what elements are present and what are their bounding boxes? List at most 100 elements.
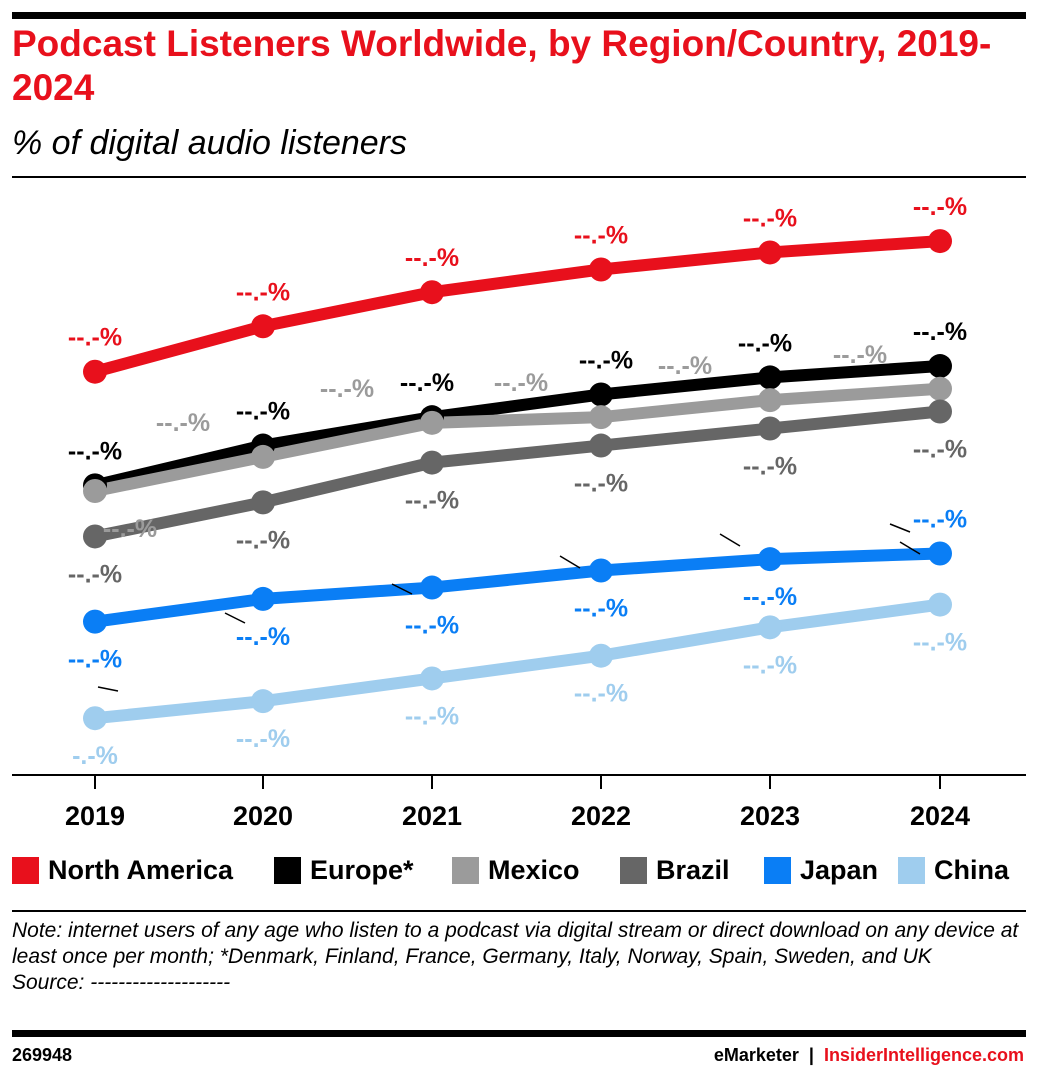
point-japan-2021 bbox=[420, 575, 444, 600]
legend-label-brazil: Brazil bbox=[656, 854, 730, 885]
legend-swatch-brazil bbox=[620, 856, 647, 884]
leader-mexico-2019 bbox=[97, 686, 119, 692]
leader-europe-2023 bbox=[719, 533, 741, 547]
point-china-2019 bbox=[83, 706, 107, 731]
data-label-japan-2023: --.-% bbox=[743, 583, 797, 611]
point-brazil-2019 bbox=[83, 524, 107, 549]
source-text: Source: -------------------- bbox=[12, 971, 231, 994]
brand-name: eMarketer bbox=[713, 1045, 799, 1065]
point-china-2023 bbox=[758, 615, 782, 640]
point-europe-2024 bbox=[928, 354, 952, 379]
point-north-america-2019 bbox=[83, 359, 107, 384]
data-label-japan-2021: --.-% bbox=[405, 612, 459, 640]
footer-brand: eMarketer | InsiderIntelligence.com bbox=[714, 1045, 1024, 1066]
data-label-china-2020: --.-% bbox=[236, 725, 290, 753]
x-tick-label-2023: 2023 bbox=[740, 801, 800, 831]
point-brazil-2023 bbox=[758, 416, 782, 441]
point-mexico-2019 bbox=[83, 479, 107, 503]
series-line-china bbox=[89, 598, 946, 725]
data-label-mexico-2024: --.-% bbox=[833, 341, 887, 369]
point-japan-2019 bbox=[83, 609, 107, 634]
data-label-north-america-2019: --.-% bbox=[68, 324, 122, 352]
data-label-brazil-2022: --.-% bbox=[574, 470, 628, 498]
brand-site-link[interactable]: InsiderIntelligence.com bbox=[823, 1045, 1024, 1065]
data-label-brazil-2024: --.-% bbox=[913, 435, 967, 463]
legend: North America Europe* Mexico Brazil Japan Chi… bbox=[12, 850, 1032, 890]
data-label-china-2022: --.-% bbox=[574, 680, 628, 708]
point-japan-2020 bbox=[251, 586, 275, 611]
point-north-america-2022 bbox=[589, 257, 613, 282]
series-line-brazil bbox=[89, 405, 946, 543]
chart-id: 269948 bbox=[12, 1045, 73, 1065]
chart-subtitle: % of digital audio listeners bbox=[12, 124, 408, 162]
data-label-north-america-2023: --.-% bbox=[743, 204, 797, 232]
legend-item-europe: Europe* bbox=[274, 850, 414, 890]
point-europe-2022 bbox=[589, 382, 613, 407]
brand-separator: | bbox=[808, 1045, 814, 1065]
data-label-europe-2021: --.-% bbox=[400, 369, 454, 397]
data-label-china-2021: --.-% bbox=[405, 702, 459, 730]
data-label-mexico-2022: --.-% bbox=[494, 369, 548, 397]
point-japan-2024 bbox=[928, 541, 952, 566]
note-block: Note: internet users of any age who list… bbox=[12, 918, 1022, 996]
point-north-america-2024 bbox=[928, 229, 952, 254]
data-label-europe-2023: --.-% bbox=[738, 329, 792, 357]
legend-item-china: China bbox=[898, 850, 1009, 890]
data-labels: --.-% --.-% --.-% --.-% --.-% --.-% --.-% --.-%… bbox=[68, 193, 967, 770]
data-label-china-2024: --.-% bbox=[913, 629, 967, 657]
point-japan-2023 bbox=[758, 547, 782, 572]
point-china-2020 bbox=[251, 689, 275, 714]
point-mexico-2022 bbox=[589, 405, 613, 430]
point-brazil-2021 bbox=[420, 450, 444, 475]
footer-rule bbox=[12, 1030, 1026, 1037]
data-label-europe-2024: --.-% bbox=[913, 318, 967, 346]
point-brazil-2024 bbox=[928, 399, 952, 424]
point-mexico-2023 bbox=[758, 388, 782, 413]
series-points bbox=[83, 229, 952, 731]
point-north-america-2023 bbox=[758, 240, 782, 265]
point-mexico-2021 bbox=[420, 410, 444, 435]
series-lines bbox=[89, 235, 946, 725]
series-line-mexico bbox=[89, 382, 946, 497]
point-brazil-2022 bbox=[589, 433, 613, 458]
data-label-europe-2022: --.-% bbox=[579, 346, 633, 374]
data-label-mexico-2023: --.-% bbox=[658, 352, 712, 380]
x-tick-label-2019: 2019 bbox=[65, 801, 125, 831]
legend-label-mexico: Mexico bbox=[488, 854, 580, 885]
data-label-north-america-2024: --.-% bbox=[913, 193, 967, 221]
data-label-japan-2022: --.-% bbox=[574, 595, 628, 623]
subtitle-rule bbox=[12, 176, 1026, 178]
note-rule bbox=[12, 910, 1026, 912]
data-label-japan-2020: --.-% bbox=[236, 623, 290, 651]
leader-europe-2022 bbox=[559, 555, 581, 569]
legend-item-japan: Japan bbox=[764, 850, 878, 890]
legend-item-north-america: North America bbox=[12, 850, 233, 890]
chart-title: Podcast Listeners Worldwide, by Region/C… bbox=[12, 23, 992, 108]
legend-label-china: China bbox=[934, 854, 1010, 885]
x-axis-labels: 2019 2020 2021 2022 2023 2024 bbox=[65, 801, 970, 831]
data-label-europe-2020: --.-% bbox=[236, 398, 290, 426]
data-label-mexico-2019: --.-% bbox=[103, 515, 157, 543]
data-label-mexico-2020: --.-% bbox=[156, 409, 210, 437]
legend-item-mexico: Mexico bbox=[452, 850, 580, 890]
point-north-america-2020 bbox=[251, 314, 275, 339]
note-text: Note: internet users of any age who list… bbox=[12, 919, 1019, 968]
legend-label-north-america: North America bbox=[48, 854, 234, 885]
data-label-brazil-2019: --.-% bbox=[68, 560, 122, 588]
point-china-2021 bbox=[420, 666, 444, 691]
data-label-brazil-2023: --.-% bbox=[743, 453, 797, 481]
point-china-2022 bbox=[589, 643, 613, 668]
x-tick-label-2022: 2022 bbox=[571, 801, 631, 831]
leader-europe-2020 bbox=[224, 612, 246, 624]
top-rule bbox=[12, 12, 1026, 19]
data-label-brazil-2021: --.-% bbox=[405, 487, 459, 515]
data-label-brazil-2020: --.-% bbox=[236, 526, 290, 554]
point-china-2024 bbox=[928, 592, 952, 617]
leader-mexico-2024 bbox=[899, 541, 921, 555]
legend-swatch-japan bbox=[764, 856, 791, 884]
legend-label-japan: Japan bbox=[800, 854, 879, 885]
line-chart: --.-% --.-% --.-% --.-% --.-% --.-% --.-% --.-%… bbox=[12, 193, 1026, 831]
x-axis-ticks bbox=[94, 775, 941, 789]
point-mexico-2024 bbox=[928, 376, 952, 401]
point-mexico-2020 bbox=[251, 444, 275, 469]
